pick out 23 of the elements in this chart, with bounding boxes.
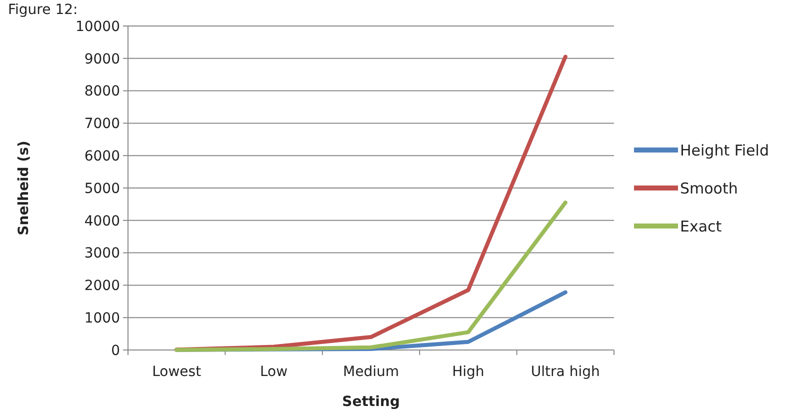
y-tick-label: 7000 <box>84 116 120 132</box>
y-tick-label: 6000 <box>84 148 120 164</box>
y-tick-label: 5000 <box>84 180 120 197</box>
legend-label: Exact <box>680 217 722 236</box>
y-tick-label: 1000 <box>84 310 120 326</box>
y-tick-label: 0 <box>111 342 120 359</box>
legend-label: Smooth <box>680 179 738 198</box>
y-tick-label: 8000 <box>84 84 120 100</box>
line-series <box>174 200 568 352</box>
y-tick-label: 2000 <box>84 278 120 294</box>
y-tick-label: 10000 <box>75 18 120 35</box>
y-tick-label: 3000 <box>84 246 120 262</box>
x-tick-label: High <box>452 364 484 380</box>
x-tick-label: Medium <box>343 364 399 380</box>
chart-title: Figure 12: <box>8 2 78 18</box>
y-tick-label: 9000 <box>84 51 120 68</box>
x-axis-title: Setting <box>342 394 400 410</box>
x-tick-label: Lowest <box>152 364 202 380</box>
y-axis-title: Snelheid (s) <box>16 140 32 236</box>
x-tick-label: Low <box>260 364 288 380</box>
legend-label: Height Field <box>680 141 769 160</box>
y-tick-label: 4000 <box>84 213 120 230</box>
x-tick-label: Ultra high <box>530 364 600 380</box>
